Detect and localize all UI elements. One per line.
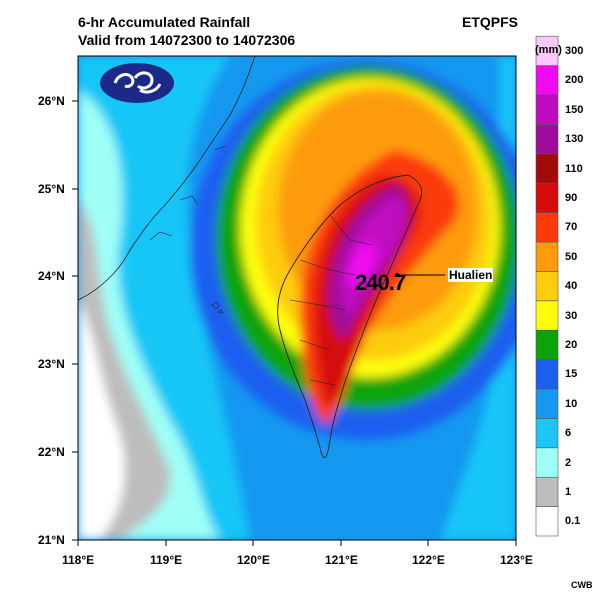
lat-label-22: 22°N xyxy=(38,445,65,459)
colorbar xyxy=(535,35,559,537)
lat-label-24: 24°N xyxy=(38,269,65,283)
colorbar-swatch-30 xyxy=(535,300,559,331)
colorbar-unit: (mm) xyxy=(535,44,562,56)
cwb-logo-icon xyxy=(100,63,174,103)
lat-label-21: 21°N xyxy=(38,533,65,547)
map-title: 6-hr Accumulated Rainfall xyxy=(78,14,251,30)
colorbar-swatch-70 xyxy=(535,212,559,243)
colorbar-label-2: 2 xyxy=(565,456,572,469)
colorbar-swatch-90 xyxy=(535,182,559,213)
colorbar-label-20: 20 xyxy=(565,338,578,351)
colorbar-label-1: 1 xyxy=(565,485,572,498)
colorbar-label-110: 110 xyxy=(565,162,583,175)
axis-ticks xyxy=(72,100,517,546)
colorbar-swatch-40 xyxy=(535,271,559,302)
colorbar-swatch-50 xyxy=(535,241,559,272)
colorbar-label-130: 130 xyxy=(565,133,584,146)
lon-label-119: 119°E xyxy=(150,553,183,567)
lon-label-122: 122°E xyxy=(412,553,445,567)
colorbar-swatch-20 xyxy=(535,329,559,360)
colorbar-swatch-2 xyxy=(535,447,559,478)
lon-label-120: 120°E xyxy=(237,553,270,567)
colorbar-label-90: 90 xyxy=(565,191,578,204)
credit: CWB xyxy=(571,580,593,590)
lat-label-25: 25°N xyxy=(38,182,65,196)
colorbar-swatch-15 xyxy=(535,359,559,390)
colorbar-label-70: 70 xyxy=(565,221,578,234)
colorbar-swatch-150 xyxy=(535,94,559,125)
colorbar-swatch-300 xyxy=(535,35,559,66)
colorbar-label-200: 200 xyxy=(565,74,584,87)
colorbar-swatch-10 xyxy=(535,388,559,419)
lat-label-23: 23°N xyxy=(38,357,65,371)
colorbar-swatch-1 xyxy=(535,476,559,507)
colorbar-label-150: 150 xyxy=(565,103,584,116)
colorbar-label-15: 15 xyxy=(565,368,578,381)
colorbar-label-10: 10 xyxy=(565,397,578,410)
lon-label-118: 118°E xyxy=(62,553,95,567)
colorbar-label-50: 50 xyxy=(565,250,578,263)
colorbar-swatch-6 xyxy=(535,418,559,449)
colorbar-label-40: 40 xyxy=(565,280,578,293)
hualien-station-label: Hualien xyxy=(448,268,494,282)
colorbar-swatch-110 xyxy=(535,153,559,184)
colorbar-label-30: 30 xyxy=(565,309,578,322)
map-subtitle: Valid from 14072300 to 14072306 xyxy=(78,32,296,48)
model-name: ETQPFS xyxy=(462,14,519,30)
colorbar-swatch-200 xyxy=(535,65,559,96)
lon-label-121: 121°E xyxy=(325,553,358,567)
colorbar-label-0.1: 0.1 xyxy=(565,515,581,528)
lat-label-26: 26°N xyxy=(38,94,65,108)
colorbar-swatch-0.1 xyxy=(535,506,559,537)
rainfall-field xyxy=(78,56,516,540)
colorbar-label-300: 300 xyxy=(565,44,584,57)
lon-label-123: 123°E xyxy=(500,553,533,567)
colorbar-label-6: 6 xyxy=(565,427,572,440)
colorbar-swatch-130 xyxy=(535,124,559,155)
max-rainfall-value: 240.7 xyxy=(355,270,406,295)
